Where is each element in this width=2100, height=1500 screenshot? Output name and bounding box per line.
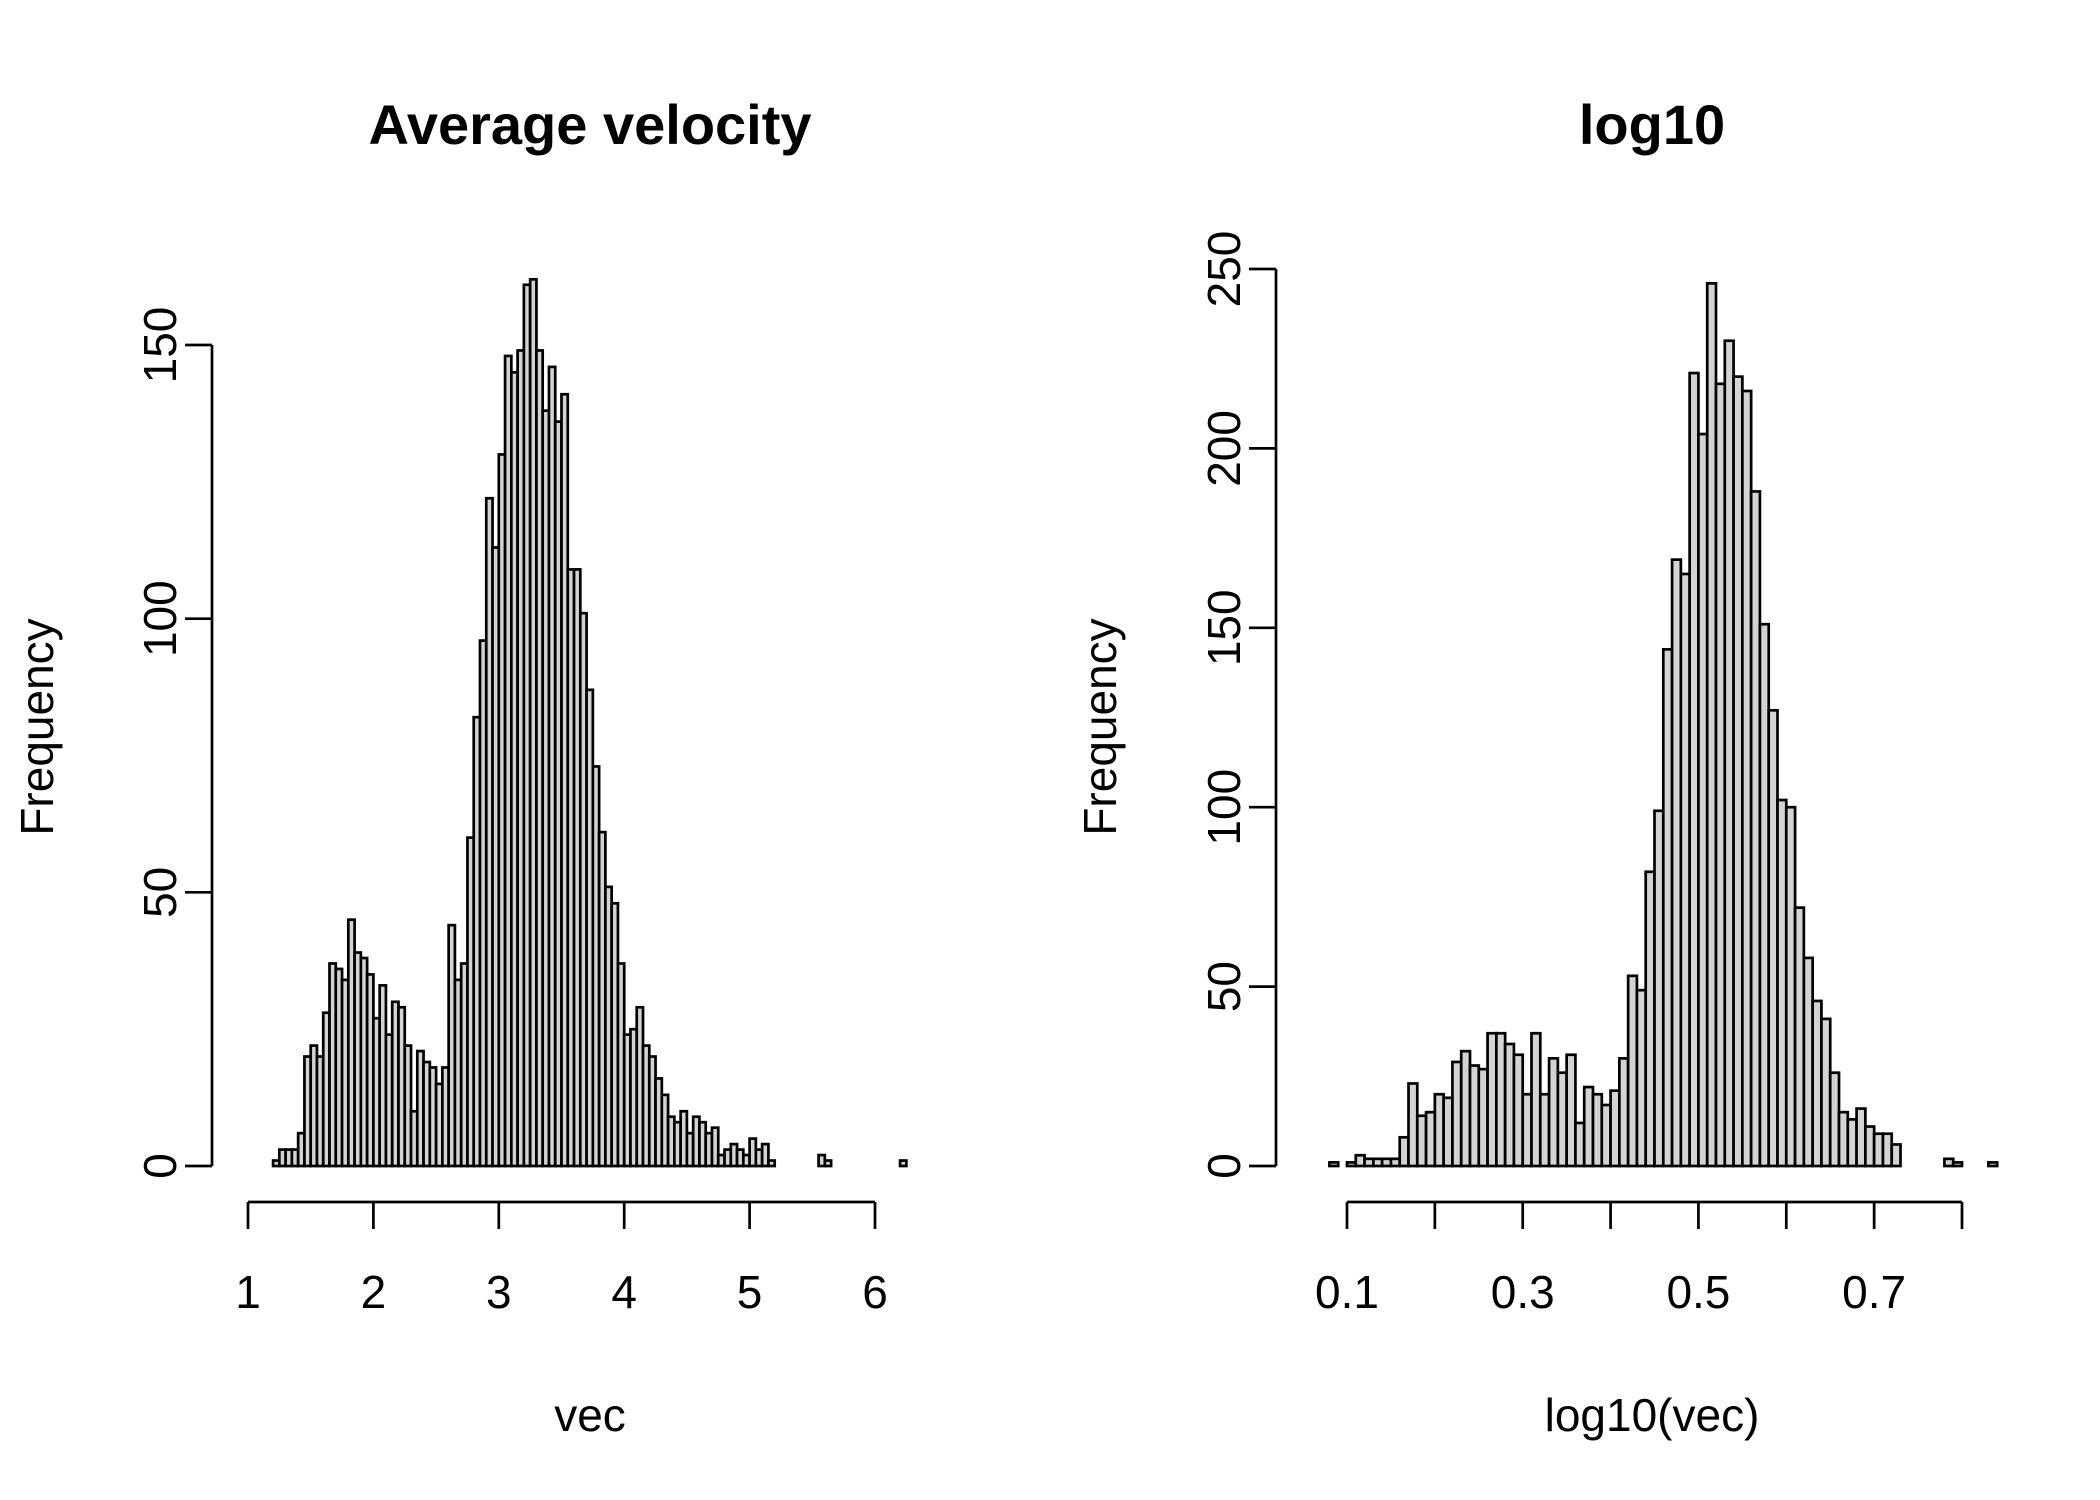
x-tick-label: 3 [486, 1266, 512, 1318]
x-axis: 0.1 0.3 0.5 0.7 [1315, 1200, 1964, 1318]
x-tick-label: 4 [611, 1266, 637, 1318]
histogram-bar [760, 1142, 770, 1168]
histogram-panel-average-velocity: Average velocity vec Frequency 1 2 3 4 5 6 0 5… [11, 93, 908, 1441]
y-axis: 0 50 100 150 [134, 307, 214, 1179]
histogram-panel-log10: log10 log10(vec) Frequency 0.1 0.3 0.5 0.7 … [1074, 93, 1999, 1441]
x-tick-label: 0.5 [1666, 1266, 1730, 1318]
x-tick-label: 0.1 [1315, 1266, 1379, 1318]
y-tick-label: 150 [1198, 589, 1250, 666]
y-tick-label: 150 [134, 307, 186, 384]
x-tick-label: 5 [737, 1266, 763, 1318]
y-axis-title: Frequency [1074, 618, 1126, 835]
histogram-bar [767, 1159, 777, 1168]
histogram-bar [710, 1126, 720, 1168]
y-tick-label: 100 [134, 580, 186, 657]
y-tick-label: 200 [1198, 410, 1250, 487]
histogram-bar [1565, 1053, 1577, 1168]
y-tick-label: 50 [1198, 961, 1250, 1012]
histogram-bar [403, 1044, 413, 1168]
x-tick-label: 1 [235, 1266, 261, 1318]
histogram-bar [898, 1159, 908, 1168]
histogram-bar [1951, 1161, 1964, 1168]
x-axis: 1 2 3 4 5 6 [235, 1200, 888, 1318]
x-tick-label: 6 [862, 1266, 888, 1318]
histogram-bar [1328, 1161, 1340, 1168]
y-axis: 0 50 100 150 200 250 [1198, 231, 1278, 1179]
y-tick-label: 0 [1198, 1153, 1250, 1179]
histogram-bar [1987, 1161, 1999, 1168]
y-tick-label: 0 [134, 1153, 186, 1179]
chart-title: log10 [1579, 93, 1725, 156]
y-tick-label: 250 [1198, 231, 1250, 308]
y-tick-label: 100 [1198, 769, 1250, 846]
y-tick-label: 50 [134, 867, 186, 918]
histogram-bar [1890, 1143, 1902, 1168]
x-tick-label: 0.7 [1842, 1266, 1906, 1318]
x-axis-title: vec [554, 1389, 626, 1441]
chart-title: Average velocity [368, 93, 811, 156]
x-tick-label: 2 [361, 1266, 387, 1318]
x-tick-label: 0.3 [1491, 1266, 1555, 1318]
histogram-bar [823, 1159, 833, 1168]
bars [271, 277, 908, 1168]
bars [1328, 282, 1999, 1168]
y-axis-title: Frequency [11, 618, 63, 835]
x-axis-title: log10(vec) [1545, 1389, 1760, 1441]
